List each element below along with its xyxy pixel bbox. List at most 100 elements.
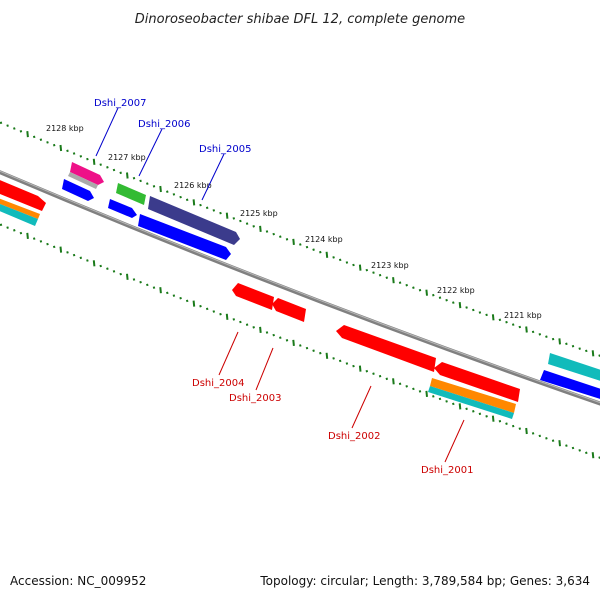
accession-text: Accession: NC_009952 [10, 574, 147, 588]
scale-label-2123: 2123 kbp [371, 261, 409, 270]
minor-scale-tick [498, 419, 502, 423]
major-scale-tick [358, 264, 362, 271]
gene-label-dshi-2002[interactable]: Dshi_2002 [328, 431, 380, 442]
minor-scale-tick [265, 230, 269, 233]
minor-scale-tick [378, 374, 382, 378]
minor-scale-tick [132, 278, 136, 281]
minor-scale-tick [119, 171, 122, 175]
major-scale-tick [591, 452, 595, 459]
minor-scale-tick [412, 286, 415, 289]
minor-scale-tick [119, 272, 122, 276]
gene-right-forward[interactable] [540, 353, 600, 402]
minor-scale-tick [545, 437, 548, 440]
minor-scale-tick [79, 256, 83, 260]
minor-scale-tick [305, 245, 309, 249]
minor-scale-tick [13, 127, 16, 130]
minor-scale-tick [405, 385, 408, 388]
gene-dshi-2004[interactable] [232, 283, 274, 310]
minor-scale-tick [46, 141, 49, 144]
minor-scale-tick [139, 179, 142, 183]
minor-scale-tick [352, 263, 355, 267]
gene-label-dshi-2007[interactable]: Dshi_2007 [94, 98, 146, 109]
minor-scale-tick [452, 402, 455, 406]
minor-scale-tick [405, 283, 408, 287]
minor-scale-tick [179, 195, 182, 199]
minor-scale-tick [398, 382, 402, 386]
minor-scale-tick [245, 222, 249, 225]
major-scale-tick [591, 350, 595, 357]
minor-scale-tick [179, 296, 182, 300]
minor-scale-tick [345, 362, 349, 365]
minor-scale-tick [338, 258, 342, 262]
topology-text: Topology: circular; Length: 3,789,584 bp… [260, 574, 590, 588]
minor-scale-tick [585, 349, 588, 353]
gene-label-dshi-2005[interactable]: Dshi_2005 [199, 144, 251, 155]
minor-scale-tick [518, 325, 522, 329]
minor-scale-tick [239, 320, 242, 324]
minor-scale-tick [152, 185, 156, 188]
gene-label-dshi-2006[interactable]: Dshi_2006 [138, 119, 190, 130]
minor-scale-tick [578, 449, 581, 452]
minor-scale-tick [332, 357, 335, 360]
genome-backbone [0, 170, 600, 406]
minor-scale-tick [279, 336, 282, 339]
minor-scale-tick [219, 312, 222, 316]
major-scale-tick [292, 339, 295, 346]
minor-scale-tick [545, 335, 548, 338]
gene-label-dshi-2003[interactable]: Dshi_2003 [229, 393, 281, 404]
minor-scale-tick [172, 294, 176, 297]
minor-scale-tick [19, 231, 23, 235]
minor-scale-tick [372, 271, 375, 274]
major-scale-tick [92, 260, 96, 267]
major-scale-tick [192, 300, 196, 307]
minor-scale-tick [99, 163, 102, 166]
minor-scale-tick [505, 422, 508, 425]
minor-scale-tick [332, 256, 335, 259]
gene-left-edge[interactable] [0, 176, 46, 226]
gene-label-dshi-2004[interactable]: Dshi_2004 [192, 378, 244, 389]
major-scale-tick [392, 378, 395, 385]
major-scale-tick [491, 415, 495, 422]
major-scale-tick [392, 277, 395, 284]
minor-scale-tick [86, 157, 89, 161]
minor-scale-tick [139, 280, 142, 284]
minor-scale-tick [199, 203, 202, 207]
minor-scale-tick [146, 182, 149, 185]
minor-scale-tick [319, 351, 322, 355]
major-scale-tick [292, 238, 295, 245]
minor-scale-tick [72, 253, 76, 257]
major-scale-tick [59, 144, 63, 152]
minor-scale-tick [418, 288, 422, 292]
gene-dshi-2003[interactable] [272, 298, 306, 322]
major-scale-tick [225, 212, 229, 219]
minor-scale-tick [166, 190, 169, 193]
minor-scale-tick [531, 432, 535, 435]
reverse-callouts [218, 331, 465, 463]
minor-scale-tick [239, 219, 242, 223]
gene-dshi-2005[interactable] [138, 196, 240, 260]
minor-scale-tick [551, 337, 555, 341]
gene-label-dshi-2001[interactable]: Dshi_2001 [421, 465, 473, 476]
gene-dshi-2002[interactable] [336, 325, 436, 372]
minor-scale-tick [265, 331, 269, 334]
minor-scale-tick [13, 229, 16, 232]
minor-scale-tick [445, 298, 448, 302]
major-scale-tick [458, 302, 462, 309]
minor-scale-tick [205, 307, 209, 311]
gene-dshi-2001[interactable] [428, 362, 520, 419]
minor-scale-tick [385, 377, 389, 381]
minor-scale-tick [571, 344, 575, 348]
minor-scale-tick [565, 342, 568, 346]
major-scale-tick [159, 287, 162, 294]
scale-label-2128: 2128 kbp [46, 124, 84, 133]
minor-scale-tick [511, 424, 515, 428]
minor-scale-tick [6, 124, 9, 127]
minor-scale-tick [106, 267, 109, 270]
minor-scale-tick [305, 346, 309, 350]
gene-dshi-2006[interactable] [108, 183, 146, 218]
minor-scale-tick [219, 211, 222, 215]
minor-scale-tick [485, 313, 488, 317]
gene-dshi-2007[interactable] [62, 162, 104, 201]
minor-scale-tick [112, 270, 116, 273]
minor-scale-tick [385, 276, 389, 279]
